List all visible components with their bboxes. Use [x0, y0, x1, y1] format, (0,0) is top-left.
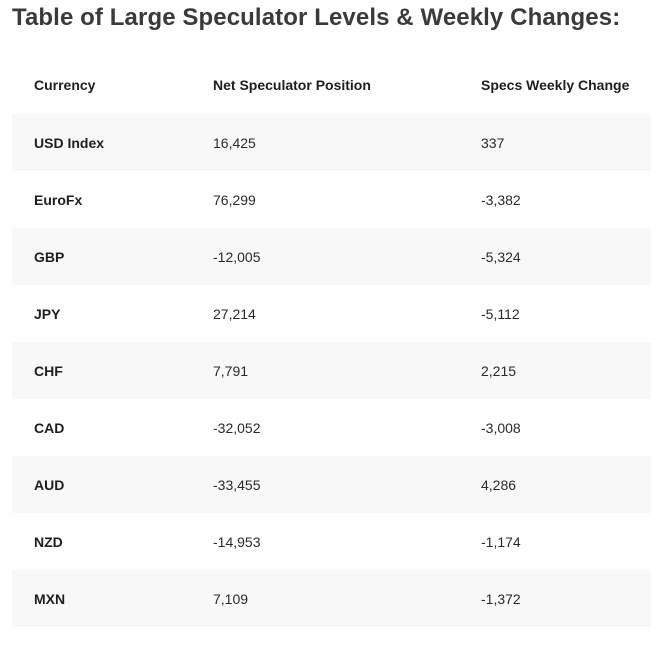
currency-cell: GBP: [12, 228, 191, 285]
weekly-change-cell: -3,382: [459, 171, 651, 228]
currency-cell: CHF: [12, 342, 191, 399]
header-net-position: Net Speculator Position: [191, 55, 459, 114]
weekly-change-cell: 2,215: [459, 342, 651, 399]
currency-cell: USD Index: [12, 114, 191, 171]
table-row: MXN 7,109 -1,372: [12, 570, 651, 627]
weekly-change-cell: -5,112: [459, 285, 651, 342]
currency-cell: MXN: [12, 570, 191, 627]
currency-cell: AUD: [12, 456, 191, 513]
table-row: USD Index 16,425 337: [12, 114, 651, 171]
currency-cell: JPY: [12, 285, 191, 342]
header-currency: Currency: [12, 55, 191, 114]
weekly-change-cell: 4,286: [459, 456, 651, 513]
weekly-change-cell: 337: [459, 114, 651, 171]
net-position-cell: -12,005: [191, 228, 459, 285]
net-position-cell: 7,791: [191, 342, 459, 399]
speculator-table: Currency Net Speculator Position Specs W…: [12, 55, 651, 627]
net-position-cell: 16,425: [191, 114, 459, 171]
speculator-table-container: Currency Net Speculator Position Specs W…: [12, 55, 651, 627]
header-row: Currency Net Speculator Position Specs W…: [12, 55, 651, 114]
table-row: CHF 7,791 2,215: [12, 342, 651, 399]
weekly-change-cell: -1,372: [459, 570, 651, 627]
weekly-change-cell: -1,174: [459, 513, 651, 570]
table-header: Currency Net Speculator Position Specs W…: [12, 55, 651, 114]
header-weekly-change: Specs Weekly Change: [459, 55, 651, 114]
net-position-cell: -33,455: [191, 456, 459, 513]
currency-cell: EuroFx: [12, 171, 191, 228]
net-position-cell: 27,214: [191, 285, 459, 342]
table-row: CAD -32,052 -3,008: [12, 399, 651, 456]
page-title: Table of Large Speculator Levels & Weekl…: [12, 4, 621, 31]
table-row: NZD -14,953 -1,174: [12, 513, 651, 570]
net-position-cell: -14,953: [191, 513, 459, 570]
net-position-cell: -32,052: [191, 399, 459, 456]
net-position-cell: 76,299: [191, 171, 459, 228]
weekly-change-cell: -3,008: [459, 399, 651, 456]
net-position-cell: 7,109: [191, 570, 459, 627]
table-body: USD Index 16,425 337 EuroFx 76,299 -3,38…: [12, 114, 651, 627]
weekly-change-cell: -5,324: [459, 228, 651, 285]
table-row: GBP -12,005 -5,324: [12, 228, 651, 285]
table-row: EuroFx 76,299 -3,382: [12, 171, 651, 228]
currency-cell: NZD: [12, 513, 191, 570]
currency-cell: CAD: [12, 399, 191, 456]
table-row: AUD -33,455 4,286: [12, 456, 651, 513]
table-row: JPY 27,214 -5,112: [12, 285, 651, 342]
